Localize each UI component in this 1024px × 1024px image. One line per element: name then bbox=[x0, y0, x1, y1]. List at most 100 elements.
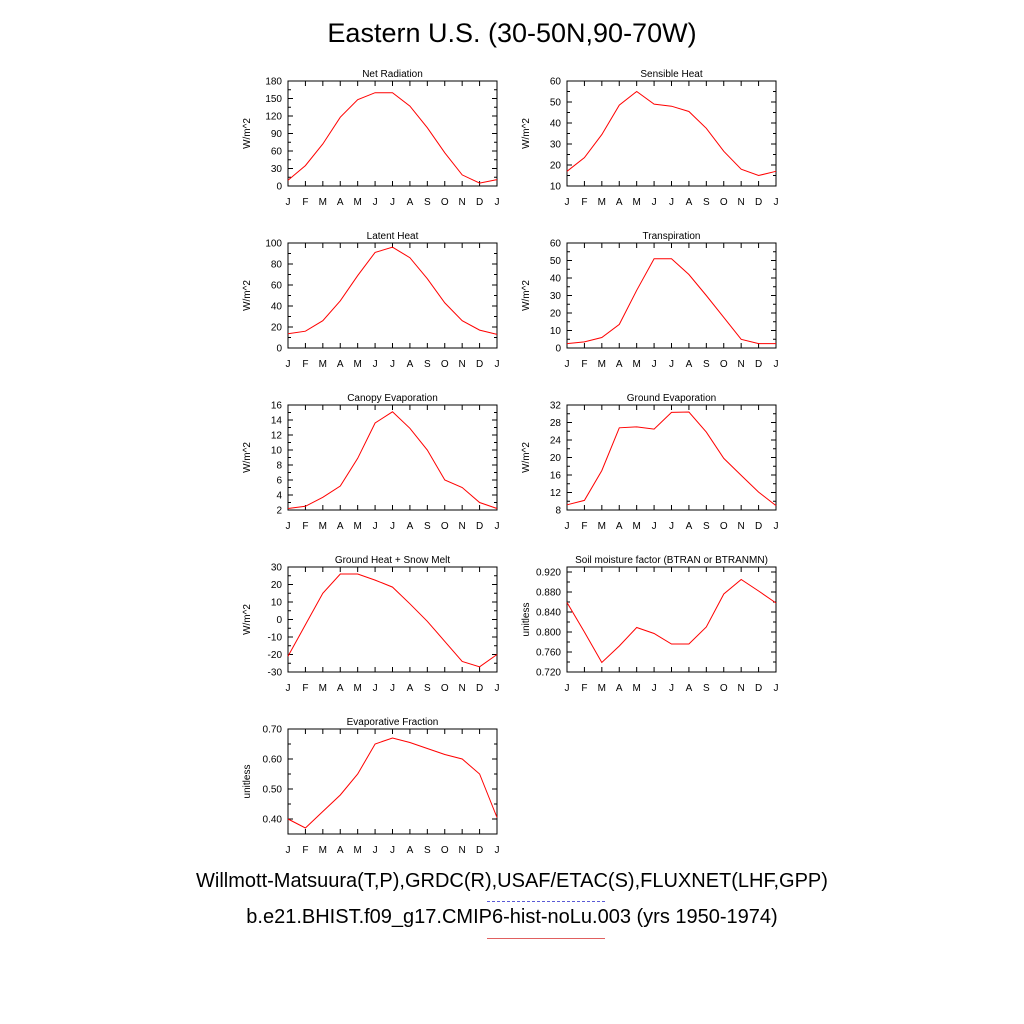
x-tick-label: F bbox=[302, 521, 308, 532]
x-tick-label: A bbox=[686, 683, 693, 694]
x-tick-label: J bbox=[652, 197, 657, 208]
x-tick-label: A bbox=[337, 359, 344, 370]
x-tick-label: A bbox=[337, 845, 344, 856]
x-tick-label: J bbox=[373, 521, 378, 532]
y-tick-label: 16 bbox=[271, 401, 283, 412]
x-tick-label: J bbox=[495, 845, 500, 856]
y-tick-label: 0.840 bbox=[536, 608, 561, 619]
y-tick-label: 0.720 bbox=[536, 668, 561, 679]
x-tick-label: A bbox=[407, 359, 414, 370]
x-tick-label: A bbox=[337, 197, 344, 208]
x-tick-label: M bbox=[598, 521, 606, 532]
x-tick-label: S bbox=[424, 197, 431, 208]
y-tick-label: -20 bbox=[268, 650, 283, 661]
x-tick-label: M bbox=[632, 683, 640, 694]
y-axis-label: W/m^2 bbox=[242, 442, 253, 473]
y-tick-label: 12 bbox=[271, 431, 283, 442]
x-tick-label: O bbox=[441, 683, 449, 694]
x-tick-label: N bbox=[459, 521, 466, 532]
y-tick-label: 80 bbox=[271, 260, 283, 271]
x-tick-label: M bbox=[319, 845, 327, 856]
y-tick-label: 150 bbox=[265, 94, 282, 105]
y-tick-label: 0.800 bbox=[536, 628, 561, 639]
x-tick-label: M bbox=[598, 197, 606, 208]
x-tick-label: M bbox=[353, 683, 361, 694]
x-tick-label: N bbox=[459, 197, 466, 208]
x-tick-label: O bbox=[441, 359, 449, 370]
y-tick-label: 180 bbox=[265, 77, 282, 88]
y-tick-label: 50 bbox=[550, 98, 562, 109]
x-tick-label: N bbox=[459, 359, 466, 370]
x-tick-label: F bbox=[581, 521, 587, 532]
x-tick-label: D bbox=[476, 359, 483, 370]
y-tick-label: 0.880 bbox=[536, 588, 561, 599]
y-tick-label: 60 bbox=[271, 281, 283, 292]
x-tick-label: S bbox=[424, 359, 431, 370]
x-tick-label: J bbox=[373, 197, 378, 208]
series-line bbox=[566, 411, 777, 506]
x-tick-label: A bbox=[407, 197, 414, 208]
y-tick-label: 60 bbox=[550, 239, 562, 250]
x-tick-label: A bbox=[686, 359, 693, 370]
x-tick-label: M bbox=[632, 359, 640, 370]
x-tick-label: M bbox=[353, 359, 361, 370]
x-tick-label: F bbox=[302, 197, 308, 208]
y-tick-label: 0.70 bbox=[263, 725, 283, 736]
chart-title: Evaporative Fraction bbox=[347, 717, 439, 728]
x-tick-label: M bbox=[353, 845, 361, 856]
y-tick-label: -10 bbox=[268, 633, 283, 644]
chart-title: Soil moisture factor (BTRAN or BTRANMN) bbox=[575, 555, 768, 566]
y-tick-label: 2 bbox=[276, 506, 282, 517]
y-tick-label: -30 bbox=[268, 668, 283, 679]
x-tick-label: O bbox=[720, 359, 728, 370]
x-tick-label: F bbox=[581, 359, 587, 370]
observations-legend-line bbox=[487, 901, 605, 902]
x-tick-label: J bbox=[373, 359, 378, 370]
x-tick-label: D bbox=[476, 683, 483, 694]
x-tick-label: O bbox=[441, 845, 449, 856]
footer-model-label: b.e21.BHIST.f09_g17.CMIP6-hist-noLu.003 … bbox=[246, 906, 778, 928]
x-tick-label: A bbox=[686, 197, 693, 208]
x-tick-label: N bbox=[738, 521, 745, 532]
x-tick-label: J bbox=[565, 683, 570, 694]
series-line bbox=[566, 90, 777, 177]
y-tick-label: 0.60 bbox=[263, 755, 283, 766]
series-line bbox=[287, 92, 498, 184]
y-tick-label: 20 bbox=[271, 323, 283, 334]
y-axis-label: W/m^2 bbox=[521, 442, 532, 473]
x-tick-label: N bbox=[738, 683, 745, 694]
y-axis-label: unitless bbox=[521, 603, 532, 637]
x-tick-label: D bbox=[755, 359, 762, 370]
y-axis-label: W/m^2 bbox=[242, 118, 253, 149]
y-axis-label: W/m^2 bbox=[521, 280, 532, 311]
x-tick-label: J bbox=[774, 359, 779, 370]
model-legend-line bbox=[487, 938, 605, 939]
plot-frame bbox=[566, 404, 777, 511]
x-tick-label: N bbox=[459, 845, 466, 856]
y-tick-label: 0 bbox=[555, 344, 561, 355]
x-tick-label: F bbox=[302, 683, 308, 694]
x-tick-label: J bbox=[495, 197, 500, 208]
chart-panel: Soil moisture factor (BTRAN or BTRANMN) u… bbox=[521, 555, 779, 694]
y-tick-label: 0.40 bbox=[263, 815, 283, 826]
x-tick-label: M bbox=[632, 521, 640, 532]
x-tick-label: A bbox=[686, 521, 693, 532]
chart-title: Canopy Evaporation bbox=[347, 393, 438, 404]
y-tick-label: 0 bbox=[276, 182, 282, 193]
x-tick-label: O bbox=[441, 197, 449, 208]
y-tick-label: 100 bbox=[265, 239, 282, 250]
x-tick-label: J bbox=[373, 683, 378, 694]
chart-title: Ground Evaporation bbox=[627, 393, 717, 404]
x-tick-label: F bbox=[302, 359, 308, 370]
y-tick-label: 20 bbox=[550, 161, 562, 172]
x-tick-label: J bbox=[286, 197, 291, 208]
chart-title: Ground Heat + Snow Melt bbox=[335, 555, 451, 566]
x-tick-label: J bbox=[652, 521, 657, 532]
y-tick-label: 0.920 bbox=[536, 568, 561, 579]
y-tick-label: 8 bbox=[276, 461, 282, 472]
plot-frame bbox=[287, 728, 498, 835]
